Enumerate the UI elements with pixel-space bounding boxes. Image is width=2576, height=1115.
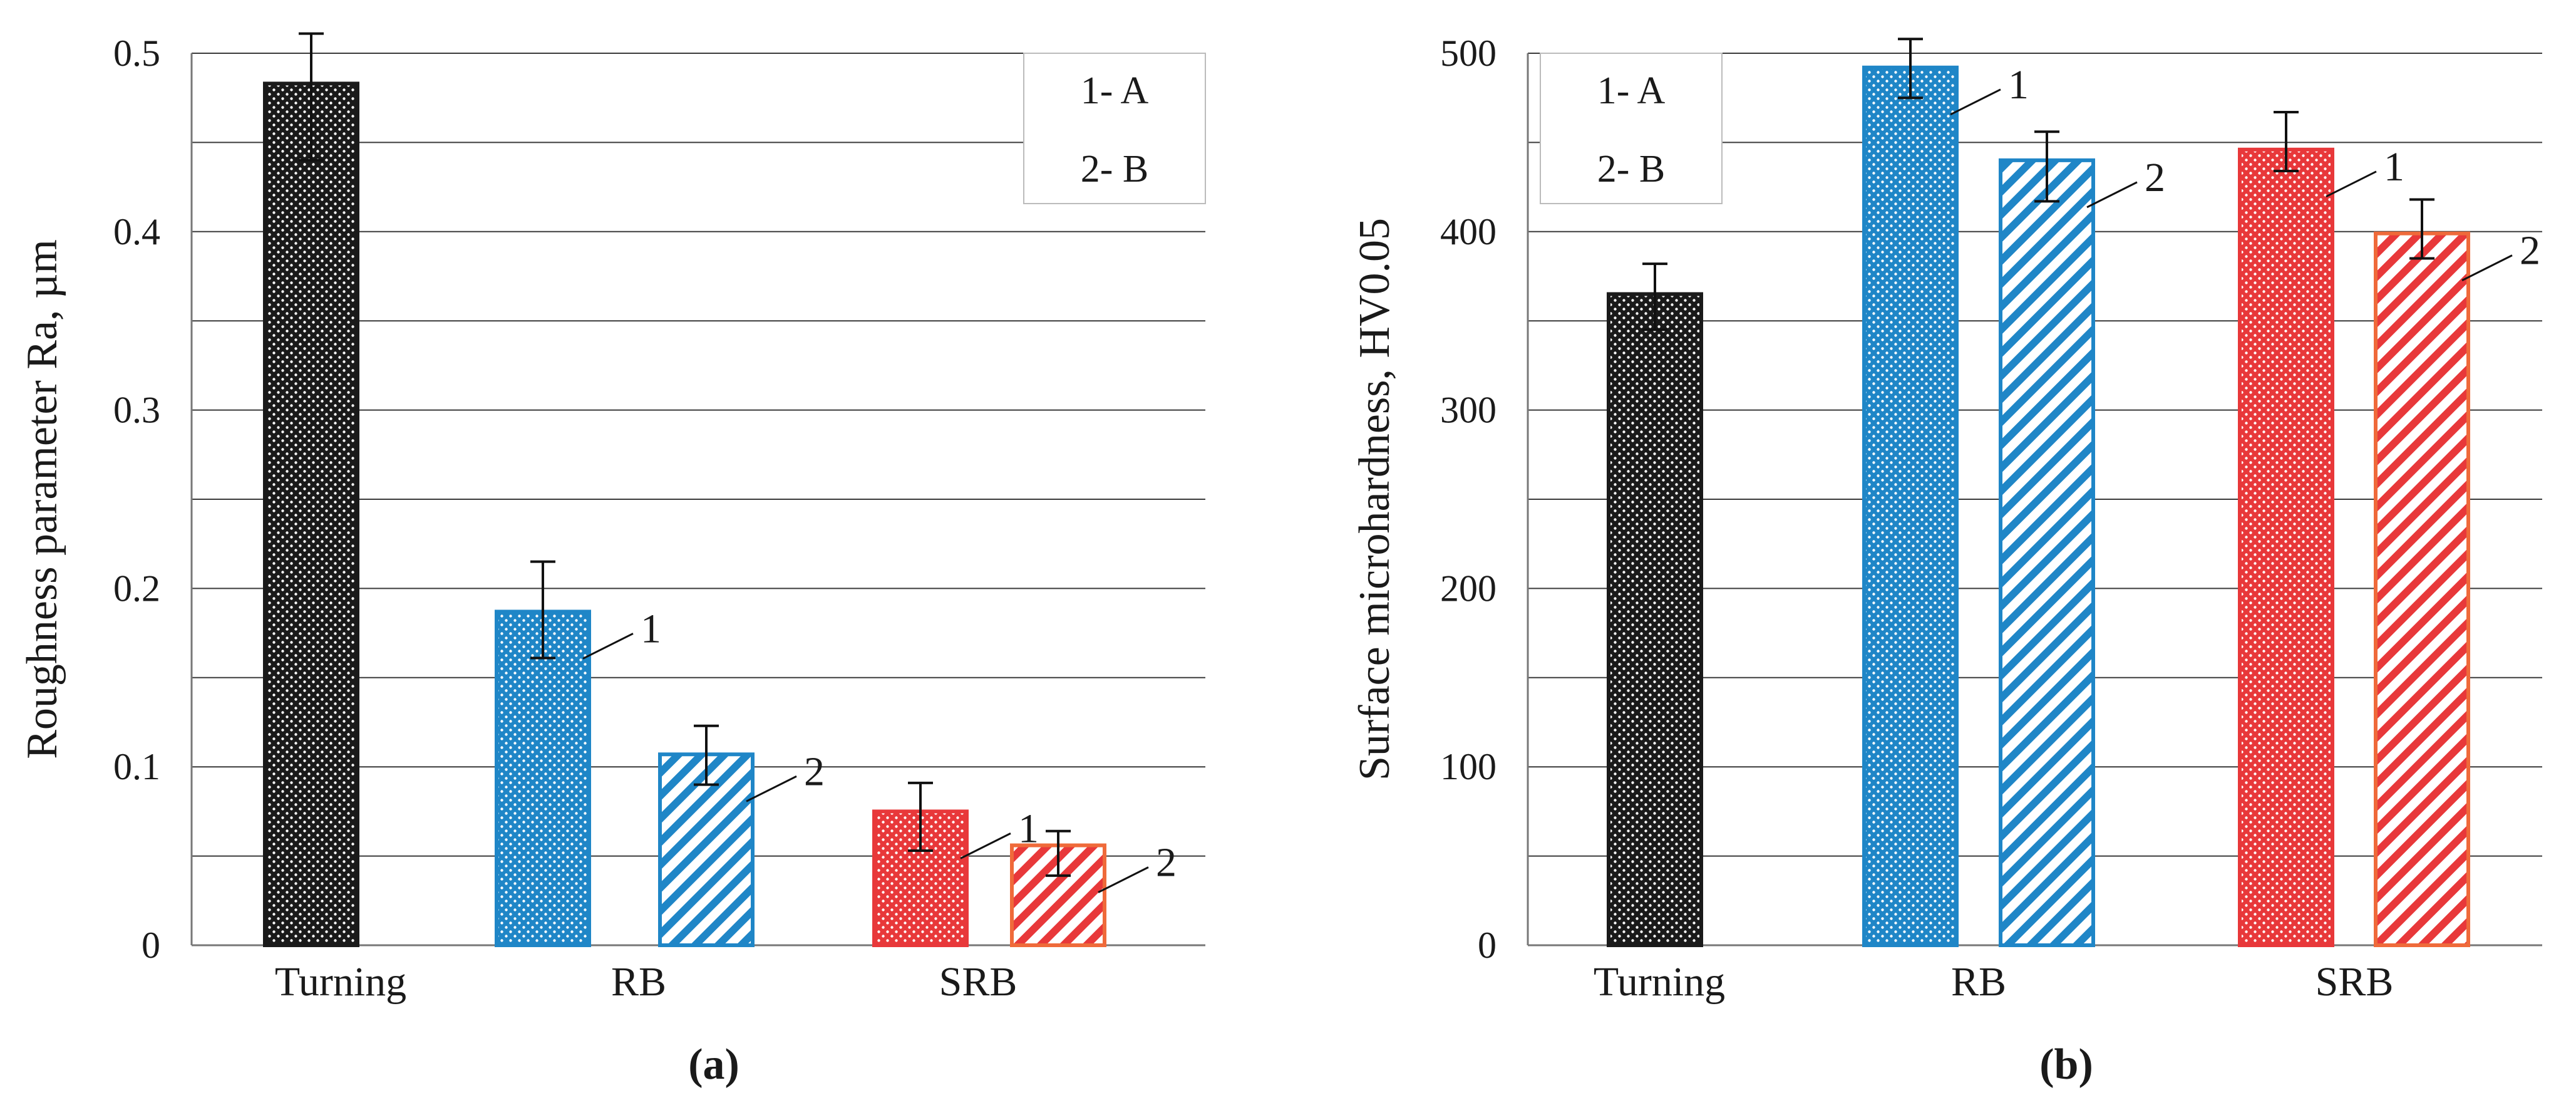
error-bar <box>2409 198 2434 260</box>
bar-series-label: 1 <box>641 606 661 651</box>
error-bar <box>299 32 324 162</box>
error-bar <box>908 781 933 853</box>
error-bar <box>530 560 555 660</box>
bar-series-label: 2 <box>2145 155 2165 200</box>
y-tick-label: 0.1 <box>113 746 160 787</box>
category-label: SRB <box>2316 959 2394 1005</box>
error-bar <box>2034 130 2059 203</box>
bar-label-leader <box>2326 170 2377 198</box>
y-tick-label: 200 <box>1440 568 1497 609</box>
category-label: Turning <box>1594 959 1725 1005</box>
legend-entry-b: 2- B <box>1597 148 1666 190</box>
y-tick-label: 0 <box>142 925 160 966</box>
bar <box>1607 292 1703 948</box>
panel-b: 0 100 200 300 400 500 1 2 1 2 Turning RB SRB Surfa… <box>1351 33 2542 1089</box>
y-tick-label: 0.3 <box>113 390 160 431</box>
bar <box>495 609 591 947</box>
legend-box <box>1023 53 1206 204</box>
error-bar <box>1642 262 1667 331</box>
y-tick-label: 100 <box>1440 746 1497 787</box>
legend-entry-b: 2- B <box>1081 148 1149 190</box>
error-bar <box>1046 829 1071 877</box>
y-axis-title: Surface microhardness, HV0.05 <box>1351 218 1399 780</box>
bar <box>1862 65 1959 947</box>
y-tick-labels: 0 0.1 0.2 0.3 0.4 0.5 <box>113 33 160 966</box>
y-tick-label: 300 <box>1440 390 1497 431</box>
bar-label-leader <box>960 832 1011 859</box>
error-bar <box>694 724 719 786</box>
y-tick-label: 500 <box>1440 33 1497 74</box>
error-bar <box>2274 110 2299 172</box>
bar-label-leader <box>746 775 797 802</box>
y-axis-title: Roughness parameter Ra, µm <box>18 239 66 759</box>
y-tick-label: 0.2 <box>113 568 160 609</box>
y-tick-label: 0 <box>1478 925 1497 966</box>
bars: 1 2 1 2 <box>1607 38 2540 948</box>
bar-label-leader <box>2461 254 2513 281</box>
bar-label-leader <box>582 633 634 660</box>
category-label: RB <box>1951 959 2006 1005</box>
legend-entry-a: 1- A <box>1081 70 1149 112</box>
panel-caption: (b) <box>2039 1040 2093 1089</box>
legend: 1- A 2- B <box>1023 53 1206 204</box>
category-label: RB <box>611 959 666 1005</box>
category-labels: Turning RB SRB <box>1594 959 2394 1005</box>
legend: 1- A 2- B <box>1540 53 1723 204</box>
bar-series-label: 2 <box>2520 228 2540 274</box>
y-tick-labels: 0 100 200 300 400 500 <box>1440 33 1497 966</box>
category-label: SRB <box>939 959 1018 1005</box>
bar <box>1999 158 2095 947</box>
y-tick-label: 0.5 <box>113 33 160 74</box>
y-tick-label: 0.4 <box>113 211 160 252</box>
bar <box>2238 147 2334 948</box>
bar <box>2374 231 2470 948</box>
legend-box <box>1540 53 1723 204</box>
bar-series-label: 1 <box>2384 144 2404 190</box>
bar-label-leader <box>1950 88 2001 116</box>
bar-series-label: 1 <box>2008 62 2029 108</box>
bar <box>658 752 755 948</box>
legend-entry-a: 1- A <box>1597 70 1666 112</box>
panel-caption: (a) <box>688 1040 739 1089</box>
category-label: Turning <box>275 959 406 1005</box>
bar-series-label: 2 <box>804 749 825 794</box>
error-bar <box>1898 38 1923 100</box>
category-labels: Turning RB SRB <box>275 959 1018 1005</box>
bar <box>263 81 359 947</box>
bar-series-label: 2 <box>1156 840 1177 886</box>
bar-label-leader <box>2086 181 2138 209</box>
bar-label-leader <box>1098 866 1149 893</box>
y-tick-label: 400 <box>1440 211 1497 252</box>
